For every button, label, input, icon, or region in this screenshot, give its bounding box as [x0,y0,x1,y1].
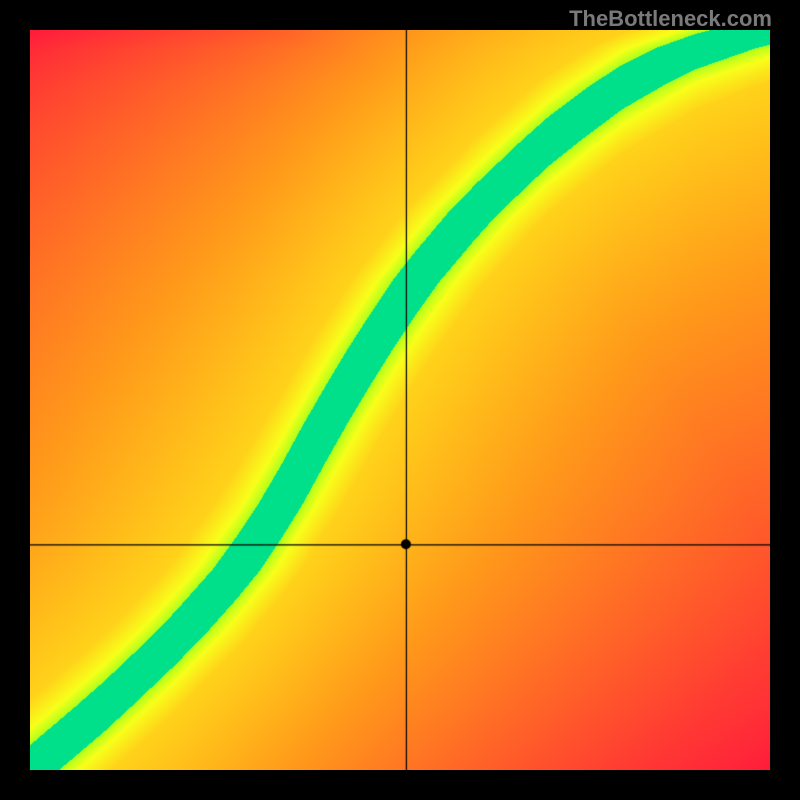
bottleneck-heatmap [30,30,770,770]
watermark-text: TheBottleneck.com [569,6,772,32]
